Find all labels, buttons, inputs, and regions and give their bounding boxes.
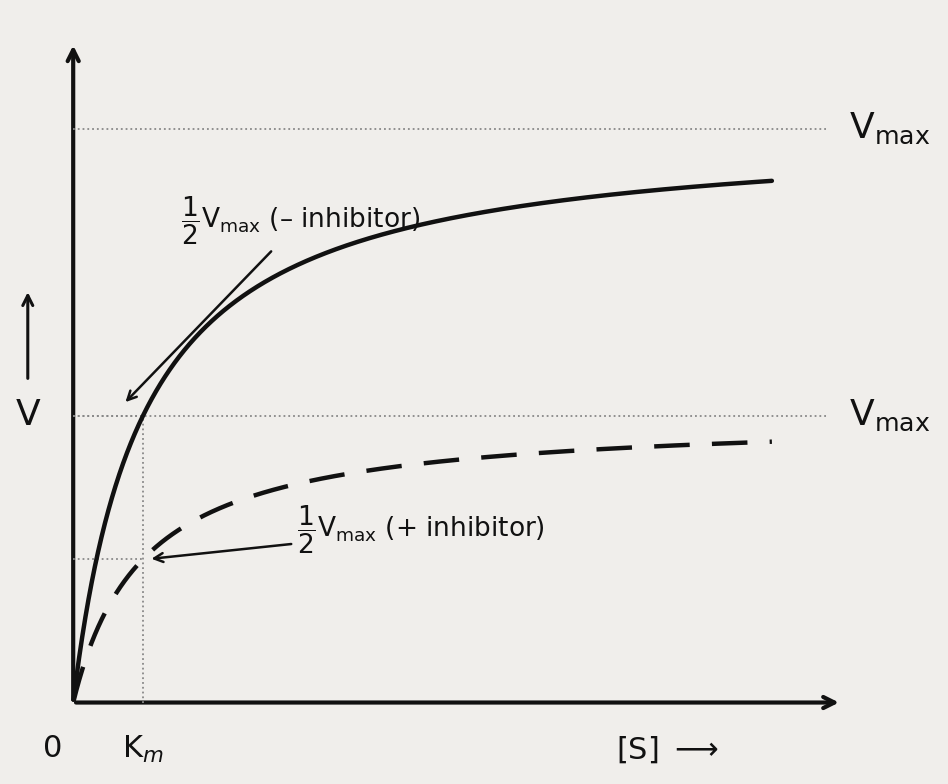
- Text: V: V: [15, 398, 40, 432]
- Text: 0: 0: [44, 734, 63, 763]
- Text: V$_{\mathrm{max}}$: V$_{\mathrm{max}}$: [848, 398, 930, 434]
- Text: $\dfrac{1}{2}$V$_{\mathrm{max}}$ (– inhibitor): $\dfrac{1}{2}$V$_{\mathrm{max}}$ (– inhi…: [127, 194, 421, 400]
- Text: K$_m$: K$_m$: [122, 734, 164, 765]
- Text: V$_{\mathrm{max}}$: V$_{\mathrm{max}}$: [848, 111, 930, 147]
- Text: [S] $\longrightarrow$: [S] $\longrightarrow$: [615, 734, 719, 764]
- Text: $\dfrac{1}{2}$V$_{\mathrm{max}}$ (+ inhibitor): $\dfrac{1}{2}$V$_{\mathrm{max}}$ (+ inhi…: [155, 504, 545, 562]
